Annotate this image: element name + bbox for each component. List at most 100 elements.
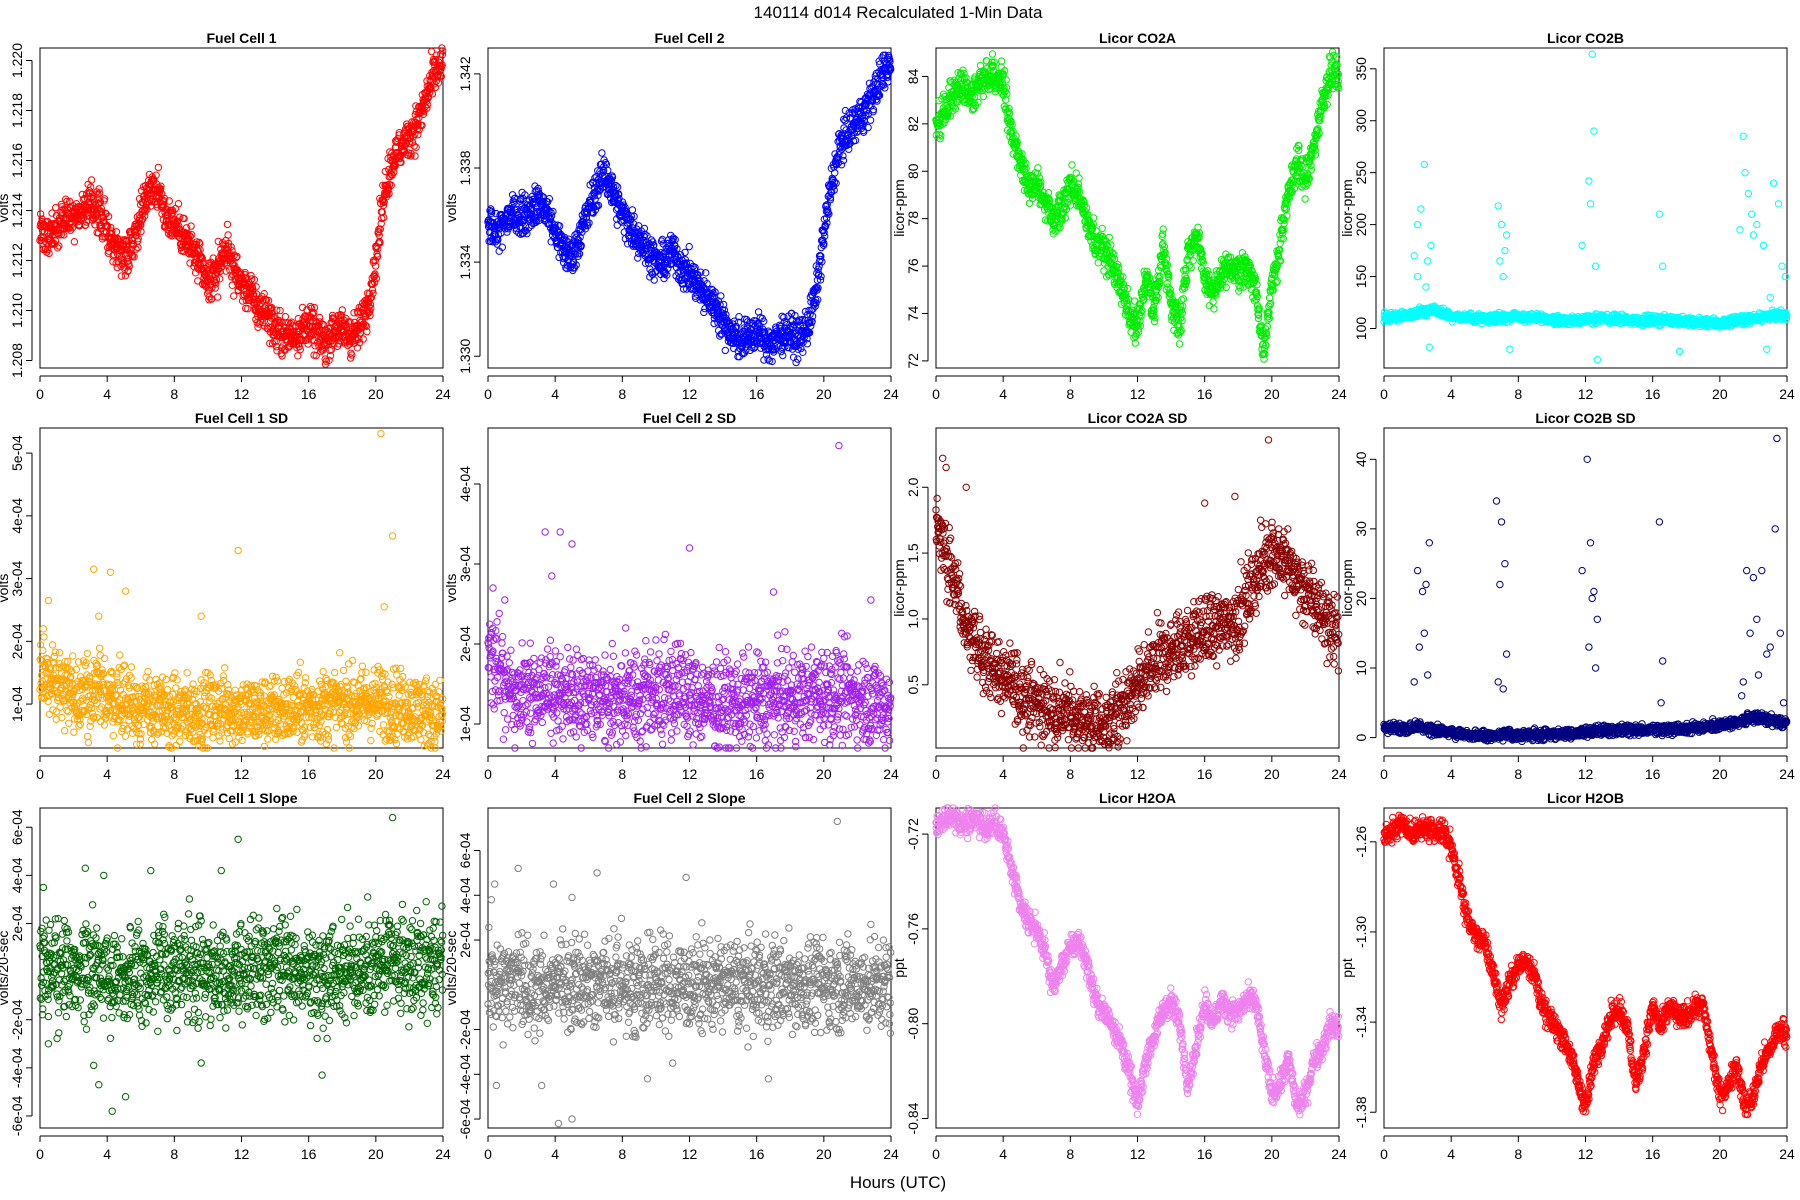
y-tick-label: 80 bbox=[905, 163, 921, 179]
x-tick-label: 0 bbox=[36, 386, 44, 402]
x-tick-label: 12 bbox=[682, 386, 698, 402]
data-point bbox=[295, 353, 301, 359]
data-point bbox=[1035, 165, 1041, 171]
y-tick-label: 84 bbox=[905, 68, 921, 84]
data-point bbox=[413, 144, 419, 150]
y-tick-label: 1.342 bbox=[457, 56, 473, 91]
x-tick-label: 12 bbox=[1578, 386, 1594, 402]
data-point bbox=[376, 232, 382, 238]
x-tick-label: 24 bbox=[883, 386, 899, 402]
y-tick-label: 1.208 bbox=[9, 343, 25, 378]
data-point bbox=[885, 79, 891, 85]
data-point bbox=[980, 93, 986, 99]
panel-title: Licor CO2A bbox=[1099, 30, 1176, 46]
chart-figure: 140114 d014 Recalculated 1-Min Data Fuel… bbox=[0, 0, 1800, 1200]
x-tick-label: 4 bbox=[551, 386, 559, 402]
y-tick-label: 74 bbox=[905, 305, 921, 321]
x-tick-label: 16 bbox=[301, 386, 317, 402]
y-tick-label: 1.210 bbox=[9, 293, 25, 328]
y-tick-label: 1.216 bbox=[9, 143, 25, 178]
y-tick-label: 100 bbox=[1353, 317, 1369, 341]
panel-3: Licor CO2Blicor-ppm0 4 8 12 16 20 241001502002… bbox=[1339, 30, 1795, 402]
data-point bbox=[1099, 225, 1105, 231]
y-tick-label: 78 bbox=[905, 211, 921, 227]
y-tick-label: 82 bbox=[905, 116, 921, 132]
x-axis: 0 4 8 12 16 20 24 bbox=[484, 376, 899, 402]
y-tick-label: 76 bbox=[905, 258, 921, 274]
data-point bbox=[629, 207, 635, 213]
x-tick-label: 20 bbox=[816, 386, 832, 402]
y-tick-label: 250 bbox=[1353, 161, 1369, 185]
data-point bbox=[599, 150, 605, 156]
data-points bbox=[485, 52, 894, 366]
x-tick-label: 8 bbox=[170, 386, 178, 402]
y-tick-label: 150 bbox=[1353, 265, 1369, 289]
data-point bbox=[635, 255, 641, 261]
data-point bbox=[780, 352, 786, 358]
x-tick-label: 20 bbox=[368, 386, 384, 402]
x-tick-label: 8 bbox=[1514, 386, 1522, 402]
data-point bbox=[1180, 296, 1186, 302]
y-tick-label: 1.218 bbox=[9, 93, 25, 128]
x-tick-label: 20 bbox=[1264, 386, 1280, 402]
x-tick-label: 4 bbox=[1447, 386, 1455, 402]
data-point bbox=[282, 313, 288, 319]
x-tick-label: 4 bbox=[103, 386, 111, 402]
x-axis: 0 4 8 12 16 20 24 bbox=[36, 376, 451, 402]
x-tick-label: 12 bbox=[234, 386, 250, 402]
y-tick-label: 1.334 bbox=[457, 244, 473, 279]
data-point bbox=[155, 164, 161, 170]
x-axis: 0 4 8 12 16 20 24 bbox=[932, 376, 1347, 402]
data-point bbox=[71, 239, 77, 245]
data-point bbox=[832, 170, 838, 176]
data-point bbox=[722, 347, 728, 353]
y-tick-label: 1.212 bbox=[9, 243, 25, 278]
data-point bbox=[46, 250, 52, 256]
data-point bbox=[989, 51, 995, 57]
x-tick-label: 8 bbox=[1066, 386, 1074, 402]
data-points bbox=[1381, 51, 1790, 363]
y-tick-label: 300 bbox=[1353, 109, 1369, 133]
x-tick-label: 4 bbox=[999, 386, 1007, 402]
data-point bbox=[360, 336, 366, 342]
x-tick-label: 16 bbox=[749, 386, 765, 402]
data-point bbox=[1069, 162, 1075, 168]
x-tick-label: 0 bbox=[932, 386, 940, 402]
x-tick-label: 16 bbox=[1645, 386, 1661, 402]
y-tick-label: 1.214 bbox=[9, 193, 25, 228]
data-point bbox=[1266, 315, 1272, 321]
data-point bbox=[1302, 196, 1308, 202]
data-point bbox=[800, 349, 806, 355]
y-axis: 100150200250300350 bbox=[1353, 57, 1376, 340]
x-tick-label: 0 bbox=[484, 386, 492, 402]
data-point bbox=[1176, 341, 1182, 347]
y-tick-label: 72 bbox=[905, 353, 921, 369]
y-tick-label: 1.338 bbox=[457, 150, 473, 185]
data-point bbox=[231, 293, 237, 299]
x-tick-label: 0 bbox=[1380, 386, 1388, 402]
data-points bbox=[933, 49, 1342, 363]
data-point bbox=[867, 117, 873, 123]
x-tick-label: 24 bbox=[1779, 386, 1795, 402]
data-points bbox=[37, 45, 446, 368]
panel-title: Fuel Cell 2 bbox=[654, 30, 724, 46]
data-point bbox=[175, 201, 181, 207]
data-point bbox=[1308, 167, 1314, 173]
data-point bbox=[1211, 306, 1217, 312]
chart-canvas: 140114 d014 Recalculated 1-Min Data Fuel… bbox=[0, 0, 1800, 1200]
x-tick-label: 24 bbox=[1331, 386, 1347, 402]
panel-title: Fuel Cell 1 bbox=[206, 30, 276, 46]
data-point bbox=[215, 294, 221, 300]
x-tick-label: 20 bbox=[1712, 386, 1728, 402]
data-point bbox=[225, 232, 231, 238]
data-point bbox=[718, 293, 724, 299]
x-tick-label: 24 bbox=[435, 386, 451, 402]
data-point bbox=[88, 177, 94, 183]
x-tick-label: 8 bbox=[618, 386, 626, 402]
data-point bbox=[1210, 299, 1216, 305]
